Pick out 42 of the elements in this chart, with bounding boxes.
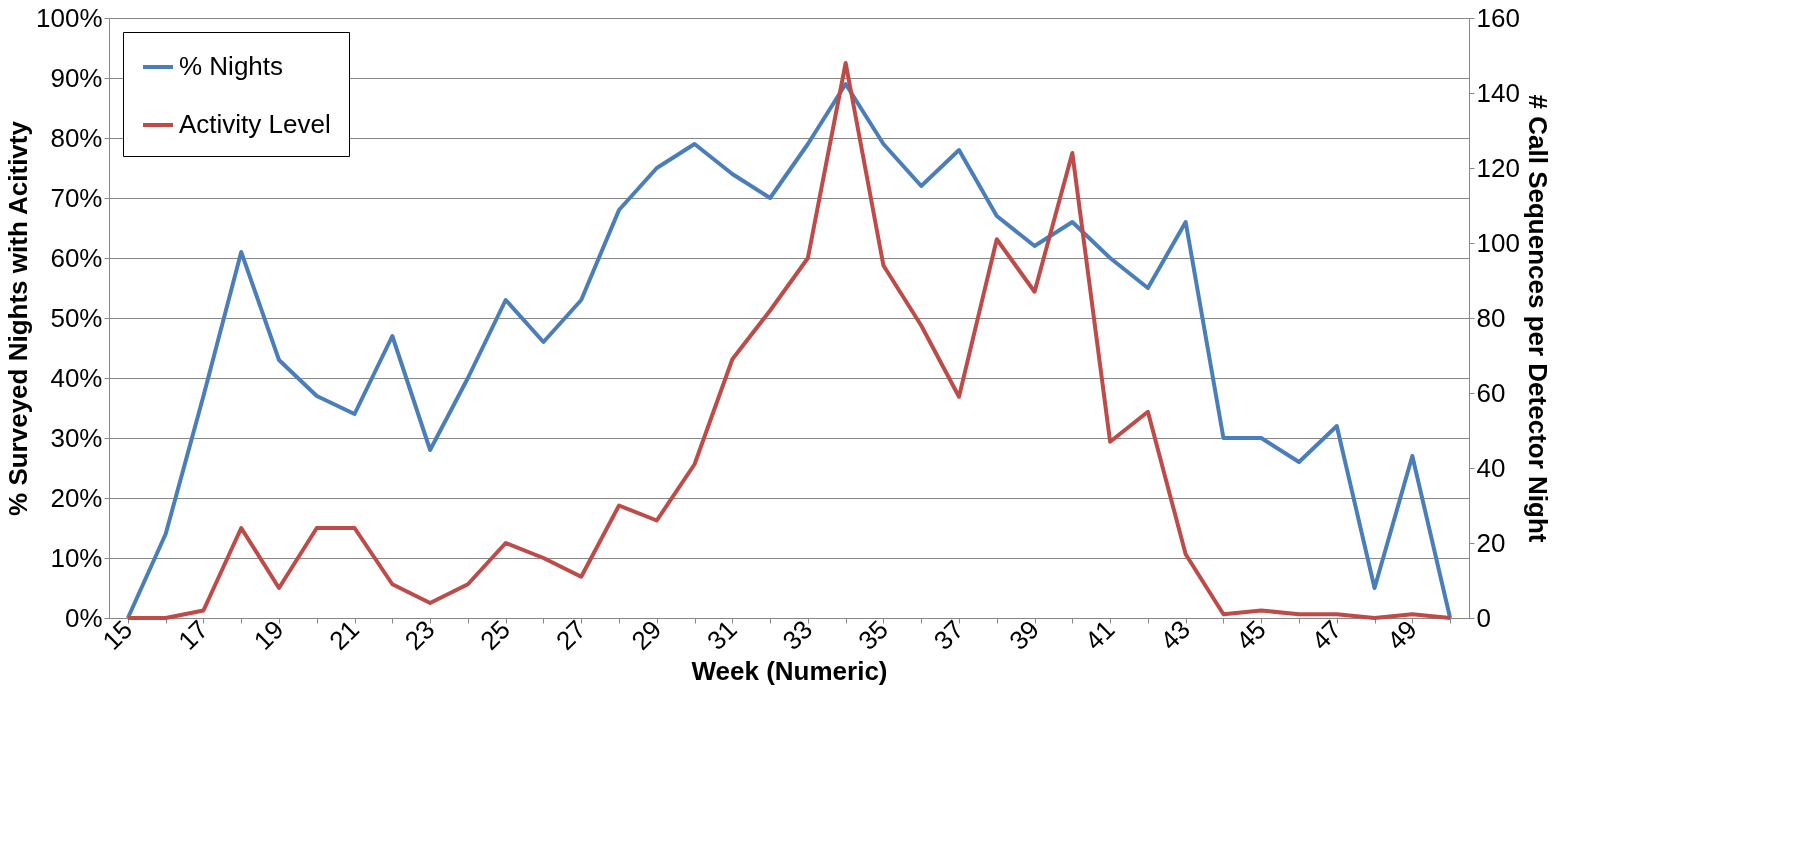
- x-tick-label: 43: [1154, 614, 1197, 656]
- y2-tick-label: 80: [1476, 302, 1506, 333]
- legend-label: % Nights: [179, 51, 284, 81]
- y2-tick-label: 160: [1476, 2, 1520, 33]
- x-tick-label: 29: [625, 614, 668, 656]
- y-tick-label: 60%: [50, 242, 103, 273]
- y2-tick-label: 120: [1476, 152, 1520, 183]
- x-tick-label: 27: [549, 614, 592, 656]
- y-tick-label: 10%: [50, 542, 103, 573]
- legend-label: Activity Level: [179, 109, 331, 139]
- y-tick-label: 0%: [64, 602, 103, 633]
- y-tick-label: 20%: [50, 482, 103, 513]
- y-axis-title: % Surveyed Nights with Acitivty: [3, 120, 33, 516]
- y2-tick-label: 100: [1476, 227, 1520, 258]
- y-tick-label: 70%: [50, 182, 103, 213]
- x-tick-label: 21: [323, 614, 365, 656]
- x-tick-label: 49: [1381, 614, 1423, 656]
- y-tick-label: 80%: [50, 122, 103, 153]
- y2-axis-title: # Call Sequences per Detector Night: [1522, 94, 1553, 543]
- x-tick-label: 45: [1229, 614, 1272, 656]
- x-tick-label: 39: [1003, 614, 1045, 656]
- y2-tick-label: 60: [1476, 377, 1506, 408]
- y2-tick-label: 0: [1476, 602, 1491, 633]
- x-axis-title: Week (Numeric): [691, 656, 888, 687]
- x-tick-label: 41: [1078, 614, 1121, 656]
- x-tick-label: 23: [398, 614, 441, 656]
- y2-tick-label: 140: [1476, 77, 1520, 108]
- y-tick-label: 50%: [50, 302, 103, 333]
- y-tick-label: 40%: [50, 362, 103, 393]
- y2-tick-label: 20: [1476, 527, 1506, 558]
- x-tick-label: 37: [927, 614, 970, 656]
- y-tick-label: 100%: [36, 2, 103, 33]
- x-tick-label: 17: [172, 614, 214, 656]
- x-tick-label: 19: [247, 614, 290, 656]
- y-tick-label: 90%: [50, 62, 103, 93]
- x-tick-label: 25: [474, 614, 517, 656]
- x-tick-label: 33: [776, 614, 819, 656]
- y-tick-label: 30%: [50, 422, 103, 453]
- x-tick-label: 31: [701, 614, 743, 656]
- x-tick-label: 47: [1305, 614, 1348, 656]
- x-tick-label: 35: [852, 614, 894, 656]
- y2-tick-label: 40: [1476, 452, 1506, 483]
